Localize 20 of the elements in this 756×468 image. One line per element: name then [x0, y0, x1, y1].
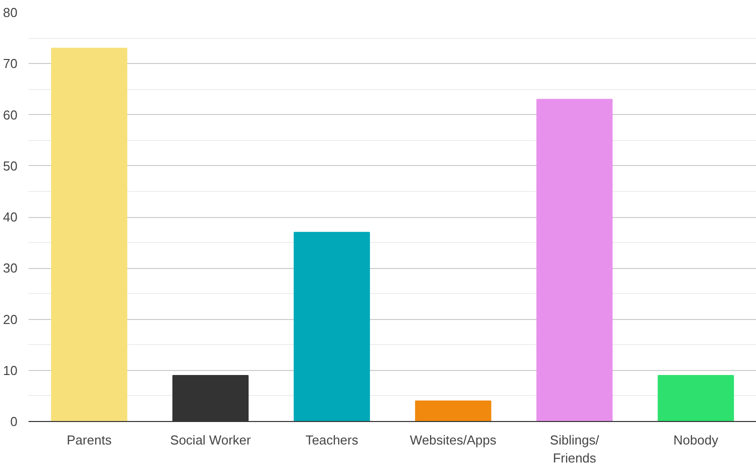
y-tick-label: 20 [3, 312, 18, 327]
bar [415, 400, 492, 422]
y-tick-label: 70 [3, 56, 18, 72]
x-tick-label: Parents [66, 432, 112, 448]
x-tick-label: Websites/Apps [410, 432, 497, 448]
y-tick-label: 80 [3, 5, 18, 20]
bar [51, 48, 128, 422]
bar [658, 374, 734, 422]
y-tick-label: 40 [3, 210, 18, 224]
x-tick-label: Teachers [305, 432, 359, 448]
x-tick-label: Nobody [673, 432, 719, 448]
x-tick-label: Social Worker [170, 432, 252, 448]
x-tick-label: Siblings/ Friends [550, 432, 600, 466]
y-tick-label: 50 [3, 158, 18, 174]
y-tick-label: 30 [3, 260, 18, 276]
y-tick-label: 0 [10, 414, 18, 429]
y-tick-label: 60 [3, 107, 18, 122]
bar [536, 98, 613, 422]
bar [294, 232, 370, 422]
y-tick-label: 10 [3, 362, 18, 378]
